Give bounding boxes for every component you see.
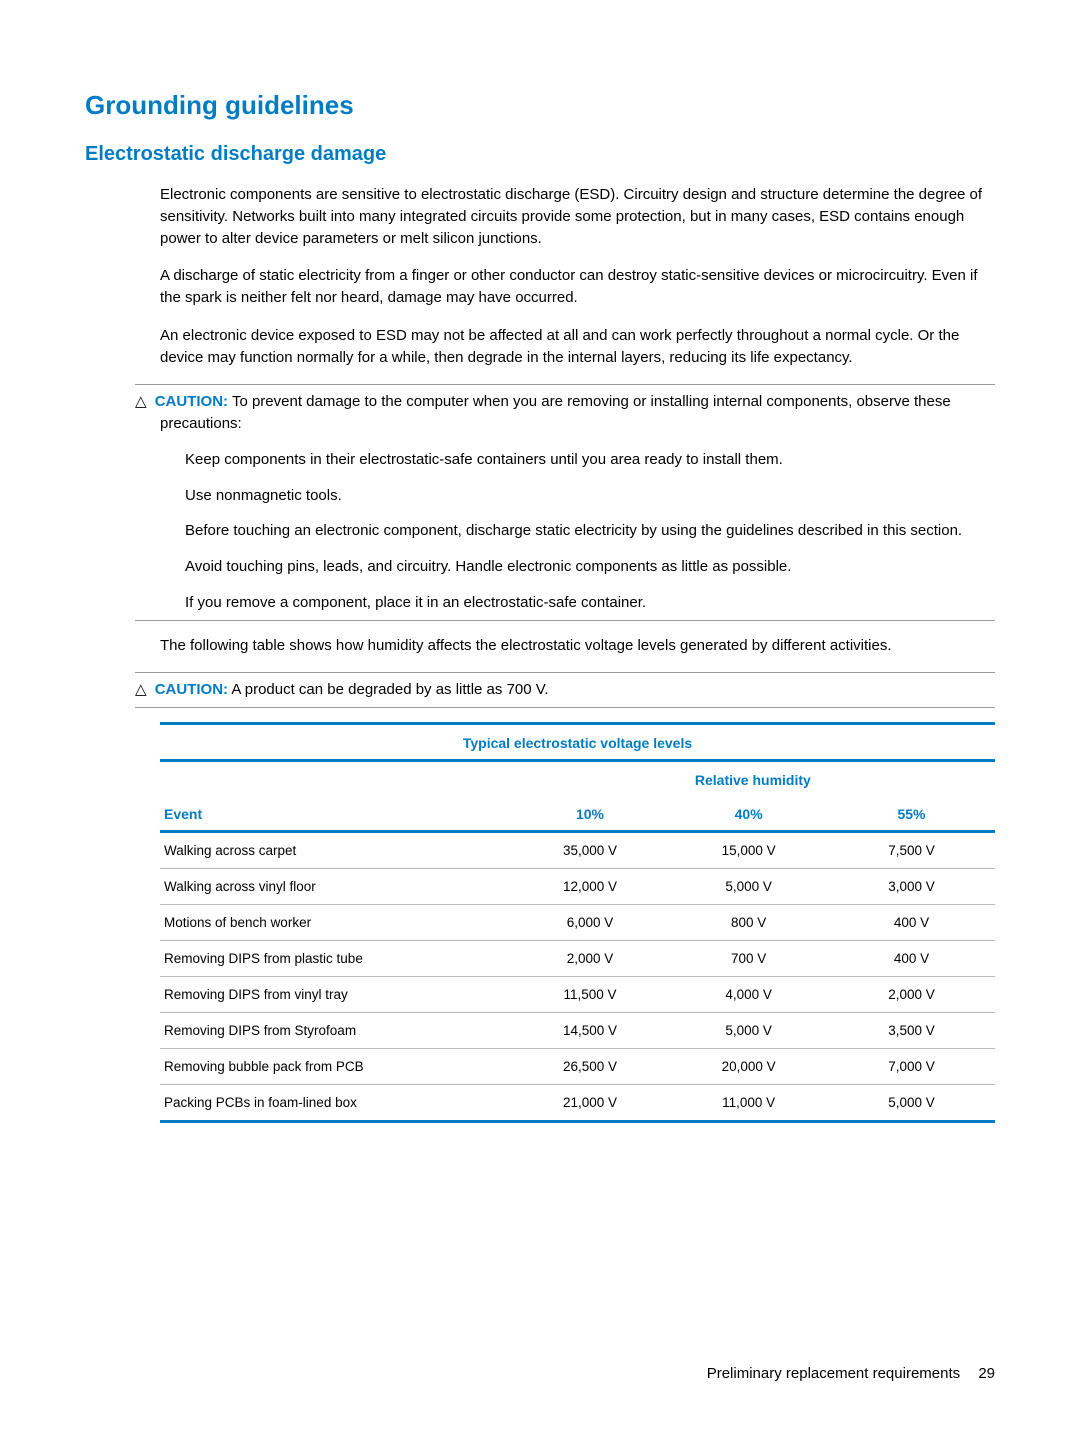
table-cell-value: 7,000 V [828,1049,995,1085]
table-row: Walking across carpet35,000 V15,000 V7,5… [160,832,995,869]
table-cell-value: 3,000 V [828,869,995,905]
table-cell-value: 14,500 V [511,1013,670,1049]
table-cell-value: 11,000 V [669,1085,828,1122]
table-cell-value: 5,000 V [669,1013,828,1049]
caution-icon: △ [135,391,147,413]
caution-block-2: △ CAUTION: A product can be degraded by … [135,672,995,708]
table-cell-event: Motions of bench worker [160,905,511,941]
footer-page-number: 29 [978,1365,995,1382]
table-cell-value: 800 V [669,905,828,941]
table-cell-value: 12,000 V [511,869,670,905]
table-col-header: 10% [511,796,670,832]
table-cell-value: 4,000 V [669,977,828,1013]
heading-grounding-guidelines: Grounding guidelines [85,90,995,121]
table-cell-value: 35,000 V [511,832,670,869]
footer-section: Preliminary replacement requirements [707,1365,960,1382]
table-cell-event: Walking across carpet [160,832,511,869]
table-cell-event: Walking across vinyl floor [160,869,511,905]
table-col-header: 55% [828,796,995,832]
table-sub-header: Relative humidity [511,761,995,797]
paragraph-1: Electronic components are sensitive to e… [160,184,995,249]
table-cell-value: 2,000 V [828,977,995,1013]
table-cell-value: 5,000 V [669,869,828,905]
table-cell-value: 26,500 V [511,1049,670,1085]
table-cell-value: 11,500 V [511,977,670,1013]
table-cell-value: 400 V [828,941,995,977]
table-cell-value: 700 V [669,941,828,977]
voltage-table-wrap: Typical electrostatic voltage levels Rel… [160,722,995,1123]
table-cell-value: 2,000 V [511,941,670,977]
paragraph-3: An electronic device exposed to ESD may … [160,325,995,369]
caution-item-3: Avoid touching pins, leads, and circuitr… [185,556,995,578]
caution-item-0: Keep components in their electrostatic-s… [185,449,995,471]
table-cell-value: 21,000 V [511,1085,670,1122]
caution-item-2: Before touching an electronic component,… [185,520,995,542]
table-row: Removing DIPS from vinyl tray11,500 V4,0… [160,977,995,1013]
table-row: Removing DIPS from plastic tube2,000 V70… [160,941,995,977]
table-row: Removing bubble pack from PCB26,500 V20,… [160,1049,995,1085]
paragraph-2: A discharge of static electricity from a… [160,265,995,309]
caution-label: CAUTION: [155,681,228,698]
voltage-table: Typical electrostatic voltage levels Rel… [160,722,995,1123]
table-cell-value: 20,000 V [669,1049,828,1085]
caution-lead-text: To prevent damage to the computer when y… [160,393,951,432]
table-cell-event: Removing DIPS from plastic tube [160,941,511,977]
caution-item-4: If you remove a component, place it in a… [185,592,995,614]
table-cell-value: 6,000 V [511,905,670,941]
caution-icon: △ [135,679,147,701]
page-footer: Preliminary replacement requirements 29 [707,1365,995,1382]
table-title: Typical electrostatic voltage levels [160,724,995,761]
table-col-header: Event [160,796,511,832]
table-cell-event: Removing DIPS from vinyl tray [160,977,511,1013]
table-cell-event: Removing DIPS from Styrofoam [160,1013,511,1049]
table-cell-event: Removing bubble pack from PCB [160,1049,511,1085]
table-row: Removing DIPS from Styrofoam14,500 V5,00… [160,1013,995,1049]
table-cell-value: 3,500 V [828,1013,995,1049]
paragraph-4: The following table shows how humidity a… [160,635,995,657]
caution-block-1: △ CAUTION: To prevent damage to the comp… [135,384,995,620]
table-row: Packing PCBs in foam-lined box21,000 V11… [160,1085,995,1122]
caution-item-1: Use nonmagnetic tools. [185,485,995,507]
table-cell-value: 5,000 V [828,1085,995,1122]
heading-esd-damage: Electrostatic discharge damage [85,143,995,166]
caution-label: CAUTION: [155,393,228,410]
table-cell-value: 400 V [828,905,995,941]
table-row: Motions of bench worker6,000 V800 V400 V [160,905,995,941]
table-cell-value: 7,500 V [828,832,995,869]
table-empty-header [160,761,511,797]
table-col-header: 40% [669,796,828,832]
table-cell-value: 15,000 V [669,832,828,869]
table-cell-event: Packing PCBs in foam-lined box [160,1085,511,1122]
table-row: Walking across vinyl floor12,000 V5,000 … [160,869,995,905]
caution-2-text: A product can be degraded by as little a… [231,681,548,698]
